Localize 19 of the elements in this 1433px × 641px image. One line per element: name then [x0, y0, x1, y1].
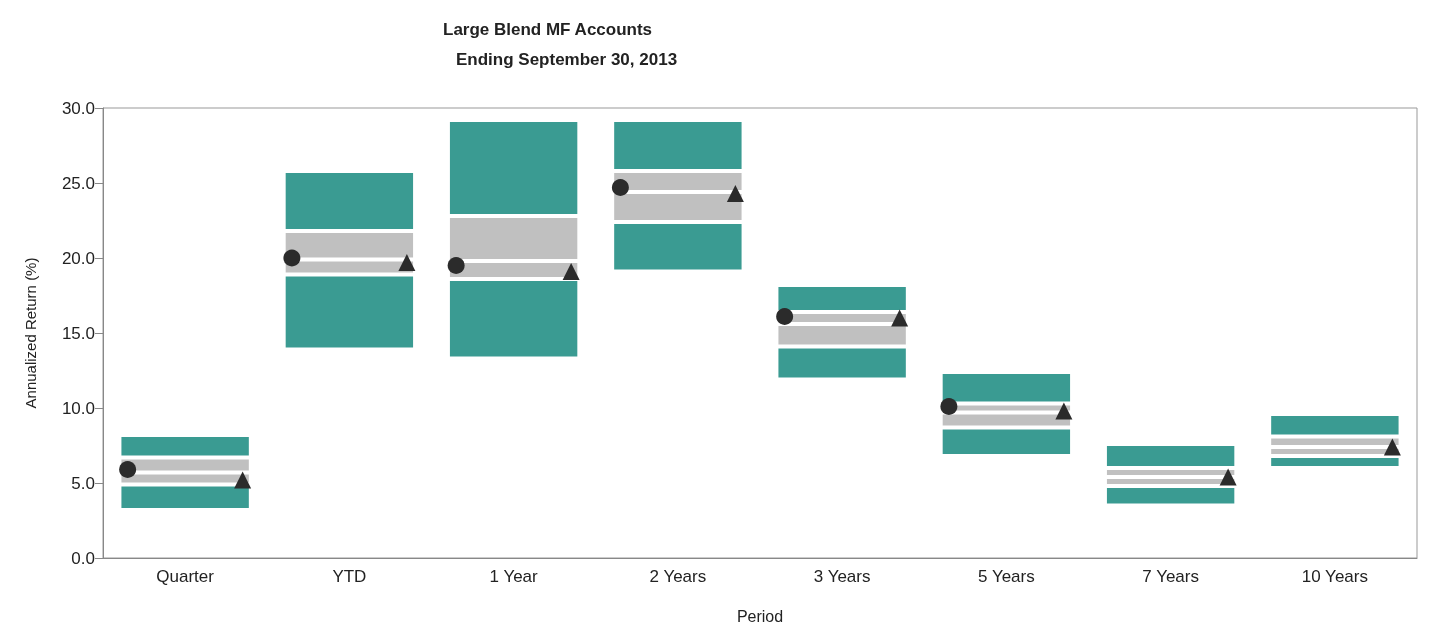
- x-tick-label: 3 Years: [813, 567, 871, 586]
- y-tick-label: 0.0: [71, 548, 95, 568]
- y-tick-label: 30.0: [61, 98, 95, 118]
- x-tick-label: 7 Years: [1142, 567, 1199, 586]
- chart-title: Large Blend MF Accounts: [443, 20, 653, 39]
- x-tick-label: Quarter: [156, 567, 215, 586]
- x-tick-label: YTD: [332, 567, 367, 586]
- y-tick-label: 15.0: [61, 323, 95, 343]
- x-tick-label: 2 Years: [649, 567, 707, 586]
- y-tick-label: 25.0: [61, 173, 95, 193]
- x-axis-title: Period: [736, 607, 784, 625]
- chart-subtitle: Ending September 30, 2013: [456, 50, 678, 69]
- y-tick-label: 5.0: [71, 473, 95, 493]
- y-tick-label: 20.0: [61, 248, 95, 268]
- x-tick-label: 10 Years: [1301, 567, 1368, 586]
- y-axis-title: Annualized Return (%): [22, 257, 39, 409]
- x-tick-label: 5 Years: [978, 567, 1035, 586]
- x-tick-label: 1 Year: [489, 567, 539, 586]
- y-tick-label: 10.0: [61, 398, 95, 418]
